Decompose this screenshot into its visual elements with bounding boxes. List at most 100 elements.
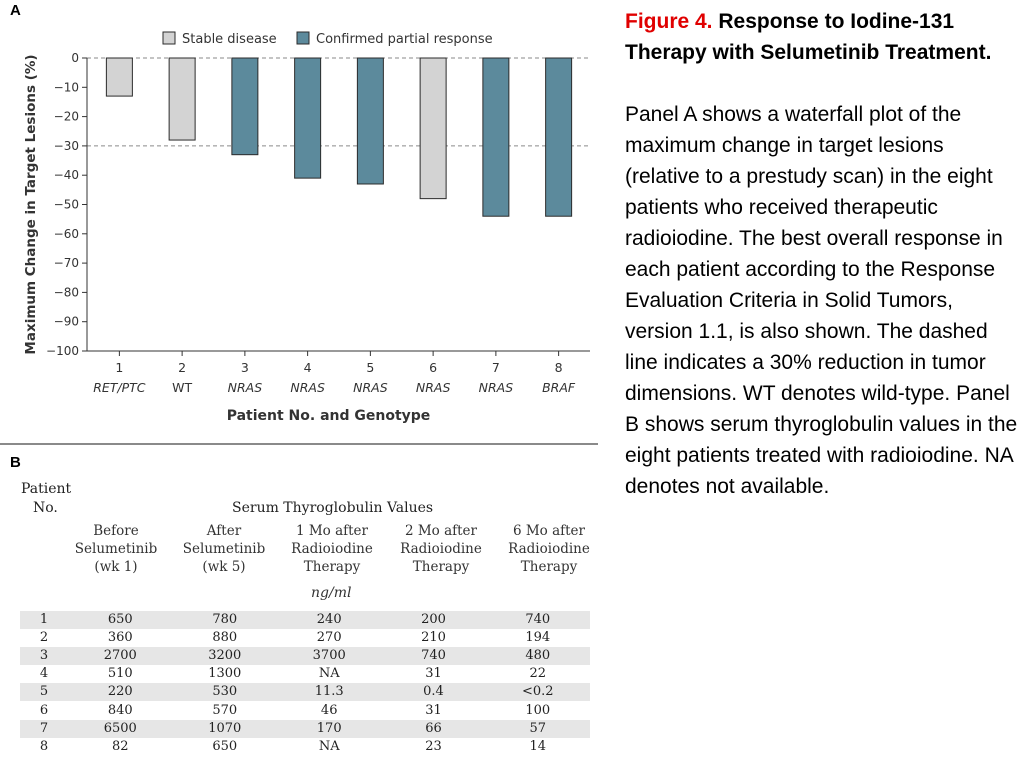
table-row: 7 6500 1070 170 66 57	[20, 719, 590, 738]
thyroglobulin-value-cell: 480	[485, 647, 590, 666]
thyroglobulin-value-cell: 240	[276, 611, 382, 630]
y-tick-label: −20	[54, 110, 79, 124]
legend-label-stable: Stable disease	[182, 32, 277, 47]
thyroglobulin-value-cell: 270	[316, 630, 342, 646]
figure-label: Figure 4.	[625, 10, 713, 33]
y-tick-label: −90	[54, 315, 79, 329]
figure-caption: Figure 4. Response to Iodine-131 Therapy…	[625, 6, 1020, 502]
y-tick-label: −10	[54, 80, 79, 94]
y-tick-label: −30	[54, 139, 79, 153]
thyroglobulin-value-cell: 530	[172, 683, 277, 702]
thyroglobulin-value-cell: 220	[68, 683, 173, 702]
thyroglobulin-value-cell: 780	[172, 611, 277, 630]
thyroglobulin-value-cell: 57	[485, 719, 590, 738]
x-tick-label-patient: 7	[492, 360, 500, 375]
y-tick-label: −60	[54, 227, 79, 241]
thyroglobulin-value-cell: 46	[320, 702, 338, 718]
table-row: 6 840 570 46 31 100	[20, 701, 590, 719]
bar-patient-7	[482, 57, 510, 217]
legend-swatch-stable	[162, 31, 176, 45]
bar-patient-5	[356, 57, 384, 185]
patient-number-cell: 1	[20, 611, 69, 630]
x-tick-label-genotype: BRAF	[542, 380, 576, 395]
x-tick-label-genotype: NRAS	[479, 380, 514, 395]
thyroglobulin-value-cell: 1070	[172, 719, 277, 738]
table-row: 8 82 650 NA 23 14	[20, 738, 590, 756]
legend-label-partial: Confirmed partial response	[316, 32, 493, 47]
x-tick-label-patient: 3	[241, 360, 249, 375]
patient-number-cell: 5	[20, 683, 69, 702]
column-header-before-selumetinib: Before Selumetinib (wk 1)	[74, 523, 158, 575]
thyroglobulin-value-cell: 650	[68, 611, 173, 630]
patient-number-cell: 8	[39, 738, 49, 754]
thyroglobulin-value-cell: 570	[212, 702, 238, 718]
caption-body: Panel A shows a waterfall plot of the ma…	[625, 103, 1018, 498]
thyroglobulin-value-cell: <0.2	[485, 683, 590, 702]
thyroglobulin-value-cell: 2700	[68, 647, 173, 666]
x-axis-title: Patient No. and Genotype	[227, 408, 431, 424]
y-tick-label: 0	[71, 51, 79, 65]
table-row: 2 360 880 270 210 194	[20, 629, 590, 647]
thyroglobulin-value-cell: NA	[318, 738, 340, 754]
y-tick-label: −100	[46, 344, 79, 358]
column-header-6mo-radioiodine: 6 Mo after Radioiodine Therapy	[508, 523, 590, 575]
thyroglobulin-value-cell: NA	[318, 666, 340, 682]
thyroglobulin-value-cell: 3700	[276, 647, 382, 666]
waterfall-chart: 0 −10 −20 −30 −40 −50 −60 −70 −80 −90 −100 1 RET/PTC…	[23, 31, 590, 424]
figure-title: Response to Iodine-131 Therapy with Selu…	[625, 10, 992, 64]
bar-patient-8	[545, 57, 573, 217]
x-tick-label-genotype: WT	[172, 380, 192, 395]
table-row: 4 510 1300 NA 31 22	[20, 665, 590, 683]
panel-b-label: B	[10, 454, 21, 471]
bar-patient-4	[294, 57, 322, 179]
thyroglobulin-value-cell: 510	[107, 666, 133, 682]
patient-number-cell: 6	[39, 702, 49, 718]
patient-header-line2: No.	[33, 500, 58, 516]
panel-a-label: A	[10, 2, 21, 19]
thyroglobulin-value-cell: 880	[212, 630, 238, 646]
y-tick-label: −50	[54, 198, 79, 212]
bar-patient-2	[168, 57, 196, 141]
thyroglobulin-value-cell: 1300	[208, 666, 242, 682]
group-header: Serum Thyroglobulin Values	[232, 500, 434, 516]
patient-number-cell: 2	[39, 630, 49, 646]
table-row: 3 2700 3200 3700 740 480	[20, 647, 590, 666]
bar-patient-3	[231, 57, 259, 156]
x-tick-label-genotype: NRAS	[416, 380, 451, 395]
thyroglobulin-value-cell: 23	[425, 738, 442, 754]
x-tick-label-patient: 5	[366, 360, 374, 375]
bar-patient-1	[105, 57, 133, 97]
x-tick-label-patient: 1	[115, 360, 123, 375]
x-tick-label-patient: 8	[555, 360, 563, 375]
patient-header-line1: Patient	[21, 481, 72, 497]
thyroglobulin-value-cell: 740	[485, 611, 590, 630]
x-tick-label-patient: 2	[178, 360, 186, 375]
x-tick-label-patient: 4	[304, 360, 312, 375]
x-tick-label-genotype: RET/PTC	[93, 380, 146, 395]
thyroglobulin-value-cell: 31	[425, 702, 442, 718]
thyroglobulin-value-cell: 66	[381, 719, 486, 738]
thyroglobulin-value-cell: 360	[107, 630, 133, 646]
thyroglobulin-value-cell: 6500	[68, 719, 173, 738]
thyroglobulin-value-cell: 11.3	[276, 683, 382, 702]
thyroglobulin-table: 1 650 780 240 200 740 2 360 880 270 210 194 3 2700 320…	[20, 611, 590, 756]
thyroglobulin-value-cell: 650	[212, 738, 238, 754]
y-tick-label: −70	[54, 256, 79, 270]
y-axis-title: Maximum Change in Target Lesions (%)	[23, 54, 39, 354]
panel-a: A 0 −10 −20 −30 −40 −50 −60 −70 −80 −90 −100 1 RET/P…	[0, 0, 600, 440]
x-tick-label-genotype: NRAS	[228, 380, 263, 395]
thyroglobulin-value-cell: 0.4	[381, 683, 486, 702]
thyroglobulin-value-cell: 840	[107, 702, 133, 718]
thyroglobulin-value-cell: 82	[111, 738, 129, 754]
thyroglobulin-value-cell: 200	[381, 611, 486, 630]
thyroglobulin-value-cell: 210	[421, 630, 446, 646]
thyroglobulin-value-cell: 22	[529, 666, 547, 682]
table-row: 5 220 530 11.3 0.4 <0.2	[20, 683, 590, 702]
thyroglobulin-value-cell: 740	[381, 647, 486, 666]
patient-number-cell: 4	[39, 666, 49, 682]
column-header-1mo-radioiodine: 1 Mo after Radioiodine Therapy	[291, 523, 373, 575]
table-row: 1 650 780 240 200 740	[20, 611, 590, 630]
thyroglobulin-value-cell: 194	[525, 630, 551, 646]
column-header-2mo-radioiodine: 2 Mo after Radioiodine Therapy	[400, 523, 482, 575]
legend-swatch-partial	[296, 31, 310, 45]
